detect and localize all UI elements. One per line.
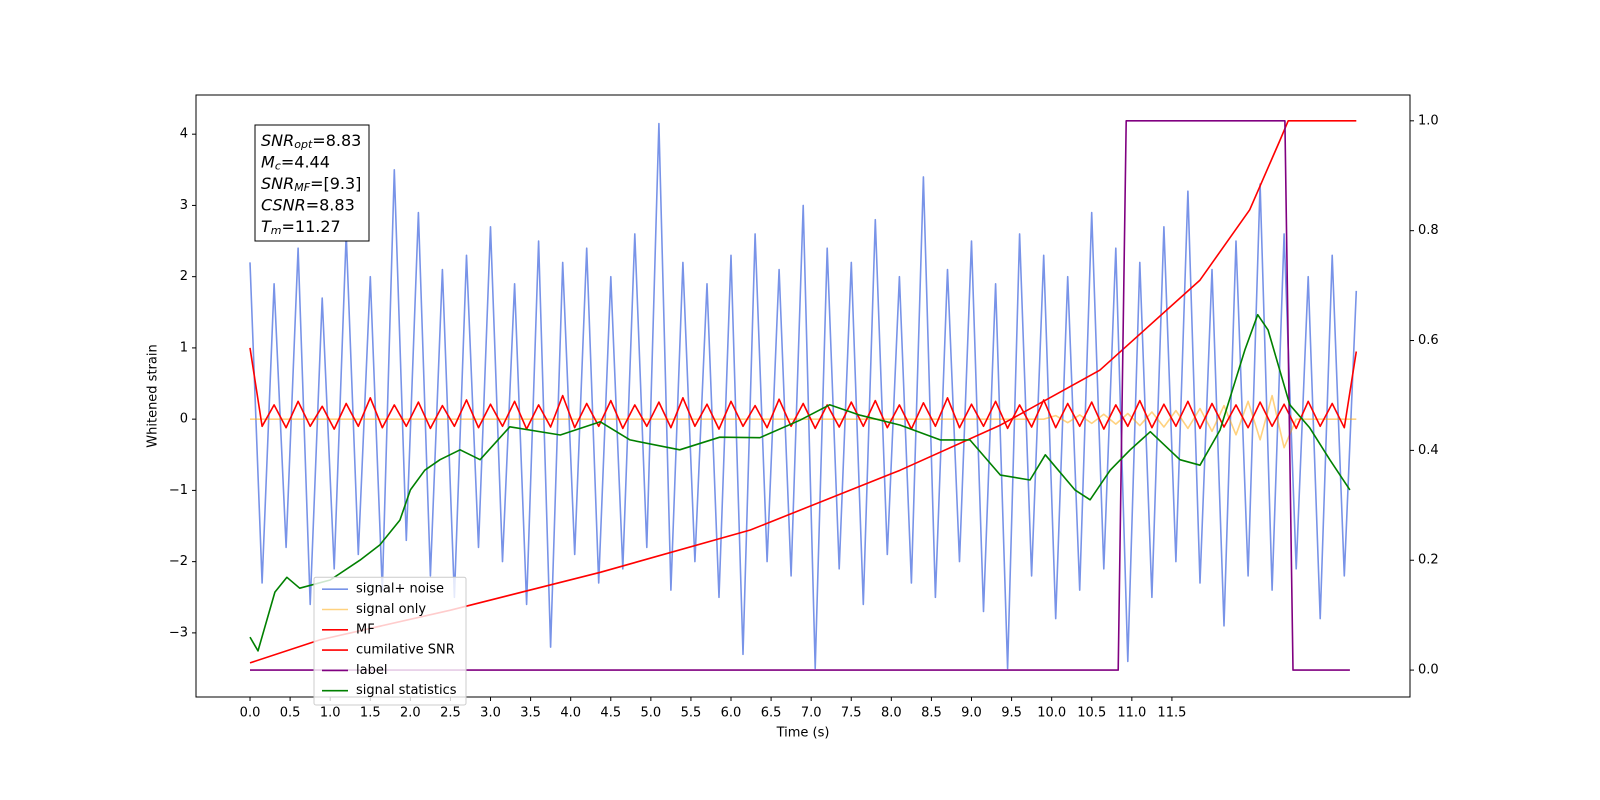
legend-label: cumilative SNR <box>356 643 455 658</box>
annotation-line: CSNR=8.83 <box>261 195 355 214</box>
annotation-variable: CSNR <box>261 195 306 214</box>
series-line <box>249 313 1351 652</box>
annotation-subscript: MF <box>294 181 310 194</box>
legend-label: MF <box>356 622 375 637</box>
y2-tick-label: 1.0 <box>1418 113 1439 128</box>
x-tick-label: 3.0 <box>480 706 501 721</box>
annotation-variable: T <box>261 217 272 236</box>
y2-tick-label: 0.4 <box>1418 443 1439 458</box>
legend-label: label <box>356 663 387 678</box>
annotation-subscript: opt <box>294 138 313 151</box>
annotation-line: Tm=11.27 <box>261 217 341 238</box>
y-tick-label: 4 <box>180 127 188 142</box>
x-tick-label: 4.0 <box>560 706 581 721</box>
plot-lines <box>249 120 1358 671</box>
annotation-frame <box>254 124 370 242</box>
y-tick-label: 2 <box>180 269 188 284</box>
annotation-line: SNRMF=[9.3] <box>261 174 361 195</box>
x-axis-label: Time (s) <box>776 726 830 741</box>
y2-tick-label: 0.0 <box>1418 663 1439 678</box>
annotation-variable: SNR <box>261 131 294 150</box>
x-tick-label: 7.0 <box>801 706 822 721</box>
annotation-subscript: c <box>275 160 281 173</box>
x-tick-label: 0.0 <box>240 706 261 721</box>
y-tick-label: −3 <box>169 625 188 640</box>
x-tick-label: 11.5 <box>1157 706 1186 721</box>
y-tick-label: −2 <box>169 554 188 569</box>
y2-tick-label: 0.8 <box>1418 223 1439 238</box>
series-line <box>249 347 1358 430</box>
annotation-value: =11.27 <box>282 217 341 236</box>
x-tick-label: 10.0 <box>1037 706 1066 721</box>
annotation-value: =8.83 <box>306 195 355 214</box>
legend-label: signal+ noise <box>356 582 444 597</box>
y-tick-label: 3 <box>180 198 188 213</box>
legend-frame <box>313 576 467 706</box>
x-tick-label: 0.5 <box>280 706 301 721</box>
annotation-subscript: m <box>271 224 282 237</box>
annotation-line: Mc=4.44 <box>261 152 330 173</box>
x-tick-label: 2.5 <box>440 706 461 721</box>
x-tick-label: 7.5 <box>841 706 862 721</box>
y-axis-label: Whitened strain <box>146 344 161 447</box>
y2-tick-label: 0.2 <box>1418 553 1439 568</box>
x-tick-label: 1.5 <box>360 706 381 721</box>
legend-label: signal only <box>356 602 426 617</box>
legend: signal+ noise signal only MF cumilative SNR… <box>313 576 467 706</box>
x-tick-label: 5.5 <box>681 706 702 721</box>
annotation-value: =4.44 <box>281 152 330 171</box>
annotation-value: =8.83 <box>312 131 361 150</box>
x-tick-label: 3.5 <box>520 706 541 721</box>
x-tick-label: 1.0 <box>320 706 341 721</box>
x-tick-label: 8.0 <box>881 706 902 721</box>
x-tick-label: 11.0 <box>1117 706 1146 721</box>
y-tick-label: 0 <box>180 412 188 427</box>
y-tick-label: 1 <box>180 340 188 355</box>
x-tick-label: 6.5 <box>761 706 782 721</box>
annotation-variable: M <box>261 152 275 171</box>
annotation-variable: SNR <box>261 174 294 193</box>
x-tick-label: 9.0 <box>961 706 982 721</box>
annotation-line: SNRopt=8.83 <box>261 131 361 152</box>
annotation-value: =[9.3] <box>310 174 361 193</box>
x-tick-label: 8.5 <box>921 706 942 721</box>
x-tick-label: 4.5 <box>600 706 621 721</box>
series-line <box>249 122 1358 670</box>
x-tick-label: 9.5 <box>1001 706 1022 721</box>
y-tick-label: −1 <box>169 483 188 498</box>
x-tick-label: 5.0 <box>641 706 662 721</box>
y2-tick-label: 0.6 <box>1418 333 1439 348</box>
legend-label: signal statistics <box>356 683 457 698</box>
x-tick-label: 2.0 <box>400 706 421 721</box>
annotation-box: SNRopt=8.83Mc=4.44SNRMF=[9.3]CSNR=8.83Tm… <box>254 124 370 242</box>
series-line <box>250 120 1350 671</box>
x-tick-label: 10.5 <box>1077 706 1106 721</box>
x-tick-label: 6.0 <box>721 706 742 721</box>
